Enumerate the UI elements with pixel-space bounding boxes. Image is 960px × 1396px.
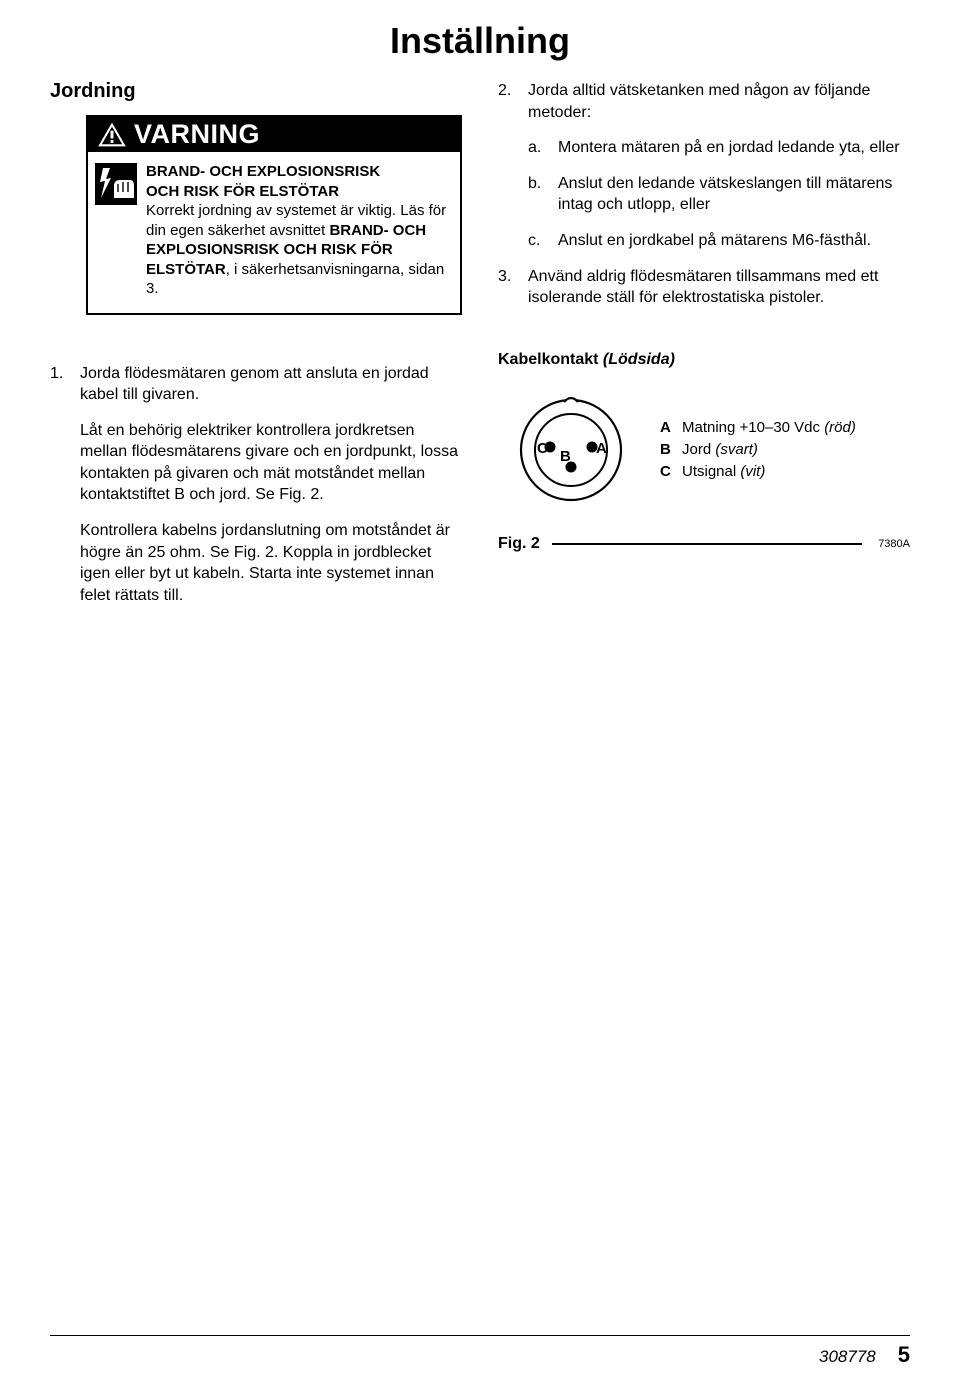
page-number: 5 <box>898 1342 910 1368</box>
warning-text: BRAND- OCH EXPLOSIONSRISK OCH RISK FÖR E… <box>146 162 450 299</box>
legend-ital: (vit) <box>740 463 765 480</box>
legend-ital: (röd) <box>824 419 856 436</box>
paragraph: Låt en behörig elektriker kontrollera jo… <box>80 420 462 506</box>
page-footer: 308778 5 <box>819 1342 910 1368</box>
item-number: 1. <box>50 363 80 406</box>
footer-rule <box>50 1335 910 1337</box>
legend-label: Jord <box>682 441 715 458</box>
right-column: 2. Jorda alltid vätsketanken med någon a… <box>498 80 910 606</box>
sub-body: Montera mätaren på en jordad ledande yta… <box>558 137 910 159</box>
legend-label: Utsignal <box>682 463 740 480</box>
sub-body: Anslut en jordkabel på mätarens M6-fästh… <box>558 230 910 252</box>
page-title: Inställning <box>50 20 910 62</box>
paragraph: Kontrollera kabelns jordanslutning om mo… <box>80 520 462 606</box>
legend-label: Matning +10–30 Vdc <box>682 419 824 436</box>
legend-row: B Jord (svart) <box>660 439 856 461</box>
sub-body: Anslut den ledande vätskeslangen till mä… <box>558 173 910 216</box>
list-item-2: 2. Jorda alltid vätsketanken med någon a… <box>498 80 910 123</box>
legend-row: C Utsignal (vit) <box>660 461 856 483</box>
content-columns: Jordning VARNING <box>50 80 910 606</box>
item-body: Jorda flödesmätaren genom att ansluta en… <box>80 363 462 406</box>
item-body: Jorda alltid vätsketanken med någon av f… <box>528 80 910 123</box>
sublist: a. Montera mätaren på en jordad ledande … <box>498 137 910 251</box>
pin-label-a: A <box>596 440 607 457</box>
warning-triangle-icon <box>98 123 126 147</box>
legend-key: B <box>660 439 676 461</box>
sub-letter: a. <box>528 137 558 159</box>
sub-item-a: a. Montera mätaren på en jordad ledande … <box>528 137 910 159</box>
list-item-1: 1. Jorda flödesmätaren genom att ansluta… <box>50 363 462 406</box>
pin-label-c: C <box>537 440 548 457</box>
sub-item-b: b. Anslut den ledande vätskeslangen till… <box>528 173 910 216</box>
connector-heading-text: Kabelkontakt <box>498 351 603 368</box>
legend-key: A <box>660 417 676 439</box>
sub-letter: b. <box>528 173 558 216</box>
warning-body: BRAND- OCH EXPLOSIONSRISK OCH RISK FÖR E… <box>88 152 460 313</box>
list-item-3: 3. Använd aldrig flödesmätaren tillsamma… <box>498 266 910 309</box>
section-heading-jordning: Jordning <box>50 80 462 103</box>
connector-heading: Kabelkontakt (Lödsida) <box>498 351 910 369</box>
sub-letter: c. <box>528 230 558 252</box>
legend-ital: (svart) <box>715 441 758 458</box>
connector-legend: A Matning +10–30 Vdc (röd) B Jord (svart… <box>660 417 856 482</box>
item-number: 3. <box>498 266 528 309</box>
figure-label: Fig. 2 <box>498 535 540 553</box>
warning-box: VARNING BRAND- OCH EXPLOSIONSRISK OCH RI… <box>86 115 462 315</box>
connector-heading-ital: (Lödsida) <box>603 351 675 368</box>
left-list: 1. Jorda flödesmätaren genom att ansluta… <box>50 363 462 406</box>
figure-row: Fig. 2 7380A <box>498 535 910 553</box>
legend-row: A Matning +10–30 Vdc (röd) <box>660 417 856 439</box>
right-list: 2. Jorda alltid vätsketanken med någon a… <box>498 80 910 309</box>
connector-diagram: C A B <box>516 395 626 505</box>
warning-label: VARNING <box>134 119 260 150</box>
figure-code: 7380A <box>878 538 910 550</box>
item-number: 2. <box>498 80 528 123</box>
warning-title-1: BRAND- OCH EXPLOSIONSRISK <box>146 162 450 182</box>
left-column: Jordning VARNING <box>50 80 462 606</box>
warning-title-2: OCH RISK FÖR ELSTÖTAR <box>146 182 450 202</box>
connector-row: C A B A Matning +10–30 Vdc (röd) B Jord … <box>516 395 910 505</box>
figure-rule <box>552 543 862 545</box>
legend-key: C <box>660 461 676 483</box>
sub-item-c: c. Anslut en jordkabel på mätarens M6-fä… <box>528 230 910 252</box>
pin-label-b: B <box>560 448 571 465</box>
item-body: Använd aldrig flödesmätaren tillsammans … <box>528 266 910 309</box>
electric-hand-icon <box>94 162 138 206</box>
doc-number: 308778 <box>819 1347 876 1367</box>
warning-header: VARNING <box>88 117 460 152</box>
